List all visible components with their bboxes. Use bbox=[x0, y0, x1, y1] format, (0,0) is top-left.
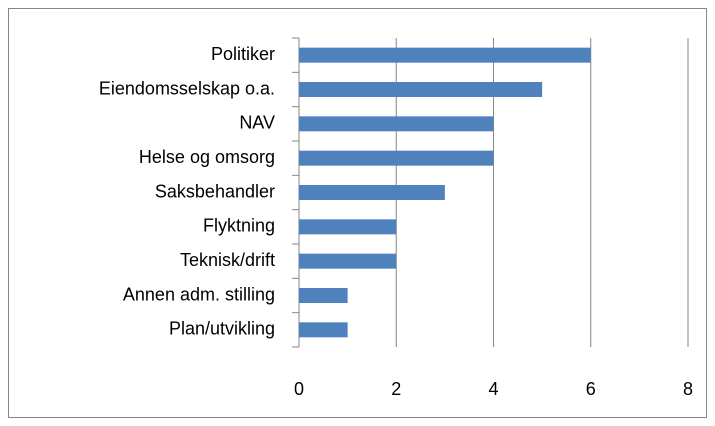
y-tick-label: Annen adm. stilling bbox=[123, 284, 275, 304]
bar bbox=[299, 253, 397, 269]
bar bbox=[299, 322, 348, 338]
x-tick-label: 6 bbox=[586, 379, 596, 399]
bar bbox=[299, 47, 591, 63]
y-tick-label: Helse og omsorg bbox=[139, 147, 275, 167]
bar bbox=[299, 288, 348, 303]
y-tick-label: Eiendomsselskap o.a. bbox=[99, 78, 275, 98]
x-tick-label: 0 bbox=[294, 379, 304, 399]
y-tick-label: Politiker bbox=[211, 44, 275, 64]
bar bbox=[299, 82, 543, 97]
y-tick-label: Teknisk/drift bbox=[180, 250, 275, 270]
x-tick-label: 4 bbox=[488, 379, 498, 399]
x-tick-label: 8 bbox=[683, 379, 693, 399]
bar bbox=[299, 185, 445, 200]
bar bbox=[299, 150, 494, 166]
y-tick-label: Plan/utvikling bbox=[169, 319, 275, 339]
y-tick-label: Flyktning bbox=[203, 216, 275, 236]
chart-border bbox=[8, 8, 707, 418]
y-tick-label: Saksbehandler bbox=[155, 181, 275, 201]
x-tick-label: 2 bbox=[391, 379, 401, 399]
bar bbox=[299, 116, 494, 132]
bar bbox=[299, 219, 397, 235]
y-tick-label: NAV bbox=[239, 113, 275, 133]
